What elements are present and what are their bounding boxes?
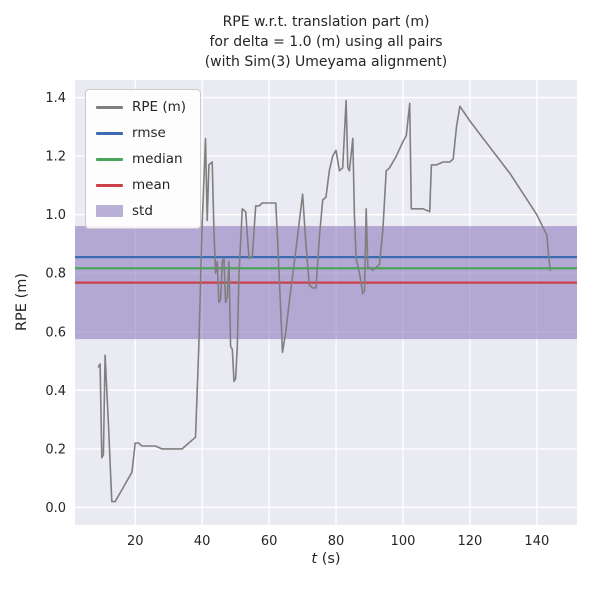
legend-swatch-median (96, 157, 123, 161)
y-tick-label: 0.2 (45, 442, 66, 457)
legend-swatch-rmse (96, 131, 123, 135)
legend-label-median: median (132, 151, 183, 167)
rpe-line (97, 99, 552, 503)
y-tick-label: 0.4 (45, 384, 66, 399)
y-tick-label: 1.4 (45, 91, 66, 106)
legend-label-std: std (132, 203, 153, 219)
x-tick-label: 80 (328, 534, 345, 549)
x-axis-label: t (s) (75, 551, 577, 567)
y-tick-label: 0.6 (45, 325, 66, 340)
x-axis-label-unit: (s) (317, 551, 341, 567)
legend-label-mean: mean (132, 177, 171, 193)
legend-item-rmse: rmse (96, 125, 186, 141)
y-tick-label: 0.0 (45, 501, 66, 516)
x-tick-label: 100 (391, 534, 416, 549)
legend-label-rpe: RPE (m) (132, 99, 187, 115)
legend-item-median: median (96, 151, 186, 167)
chart-title-line2: for delta = 1.0 (m) using all pairs (209, 34, 443, 50)
y-tick-label: 0.8 (45, 267, 66, 282)
legend-item-rpe: RPE (m) (96, 99, 186, 115)
legend-swatch-std (96, 205, 123, 217)
x-axis-label-variable: t (311, 551, 318, 567)
y-tick-label: 1.0 (45, 208, 66, 223)
legend-swatch-mean (96, 183, 123, 187)
legend: RPE (m) rmse median mean std (85, 89, 202, 229)
x-tick-label: 140 (524, 534, 549, 549)
legend-label-rmse: rmse (132, 125, 166, 141)
y-axis-label: RPE (m) (14, 272, 30, 332)
chart-title: RPE w.r.t. translation part (m) for delt… (75, 12, 577, 72)
x-tick-label: 60 (261, 534, 278, 549)
chart-title-line3: (with Sim(3) Umeyama alignment) (204, 54, 448, 70)
legend-item-mean: mean (96, 177, 186, 193)
x-tick-label: 120 (457, 534, 482, 549)
x-tick-label: 20 (127, 534, 144, 549)
legend-item-std: std (96, 203, 186, 219)
y-tick-label: 1.2 (45, 150, 66, 165)
chart-title-line1: RPE w.r.t. translation part (m) (222, 14, 430, 30)
legend-swatch-rpe (96, 105, 123, 109)
x-tick-label: 40 (194, 534, 211, 549)
